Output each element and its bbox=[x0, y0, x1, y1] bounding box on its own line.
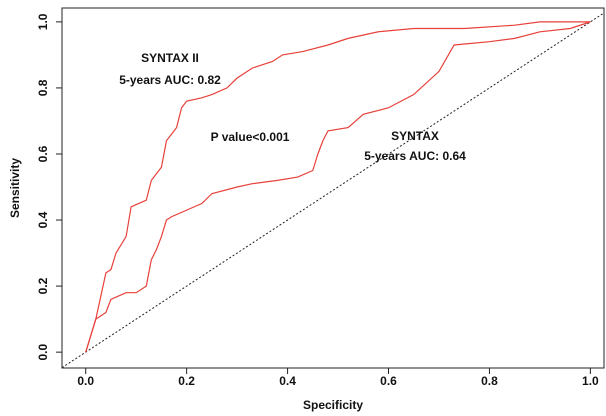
y-tick-label: 0.0 bbox=[36, 343, 50, 360]
x-tick-label: 0.6 bbox=[380, 374, 397, 388]
x-tick-label: 0.2 bbox=[178, 374, 195, 388]
x-axis-label: Specificity bbox=[303, 398, 363, 412]
y-tick-label: 0.6 bbox=[36, 145, 50, 162]
auc-label: 5-years AUC: 0.64 bbox=[364, 149, 466, 163]
y-tick-label: 0.8 bbox=[36, 79, 50, 96]
p-value-annotation: P value<0.001 bbox=[211, 130, 290, 144]
y-tick-label: 0.4 bbox=[36, 211, 50, 228]
plot-frame bbox=[61, 7, 605, 369]
auc-label: 5-years AUC: 0.82 bbox=[119, 73, 221, 87]
y-tick-label: 0.2 bbox=[36, 277, 50, 294]
x-tick-label: 1.0 bbox=[582, 374, 599, 388]
x-tick-label: 0.8 bbox=[481, 374, 498, 388]
roc-curve bbox=[85, 21, 591, 353]
x-tick-label: 0.0 bbox=[77, 374, 94, 388]
y-axis-label: Sensitivity bbox=[8, 158, 22, 218]
series-label: SYNTAX bbox=[391, 129, 439, 143]
roc-curve bbox=[85, 21, 591, 353]
reference-line bbox=[61, 12, 605, 369]
y-tick-label: 1.0 bbox=[36, 13, 50, 30]
x-tick-label: 0.4 bbox=[279, 374, 296, 388]
series-label: SYNTAX II bbox=[141, 51, 199, 65]
